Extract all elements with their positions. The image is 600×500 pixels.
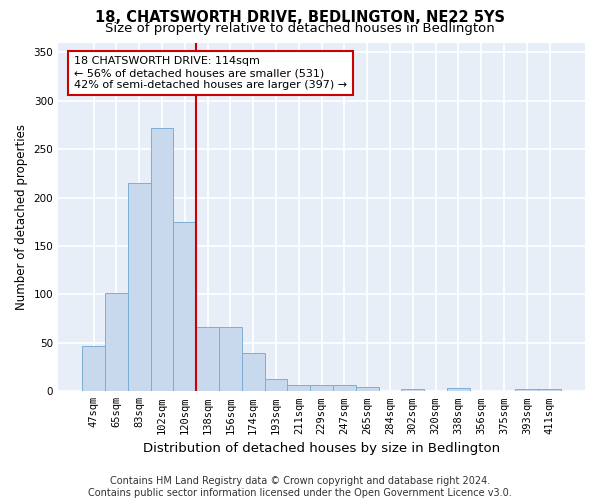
Bar [515,390,538,392]
Text: 18 CHATSWORTH DRIVE: 114sqm
← 56% of detached houses are smaller (531)
42% of se: 18 CHATSWORTH DRIVE: 114sqm ← 56% of det… [74,56,347,90]
Y-axis label: Number of detached properties: Number of detached properties [15,124,28,310]
Text: Size of property relative to detached houses in Bedlington: Size of property relative to detached ho… [105,22,495,35]
Bar [538,390,561,392]
Bar [287,384,310,392]
Bar [333,384,356,392]
Bar [242,352,265,392]
Bar [105,294,128,392]
X-axis label: Distribution of detached houses by size in Bedlington: Distribution of detached houses by size … [143,442,500,455]
Bar [151,128,173,392]
Text: Contains HM Land Registry data © Crown copyright and database right 2024.
Contai: Contains HM Land Registry data © Crown c… [88,476,512,498]
Text: 18, CHATSWORTH DRIVE, BEDLINGTON, NE22 5YS: 18, CHATSWORTH DRIVE, BEDLINGTON, NE22 5… [95,10,505,25]
Bar [219,328,242,392]
Bar [196,328,219,392]
Bar [128,183,151,392]
Bar [265,378,287,392]
Bar [356,388,379,392]
Bar [173,222,196,392]
Bar [82,346,105,392]
Bar [310,384,333,392]
Bar [447,388,470,392]
Bar [401,390,424,392]
